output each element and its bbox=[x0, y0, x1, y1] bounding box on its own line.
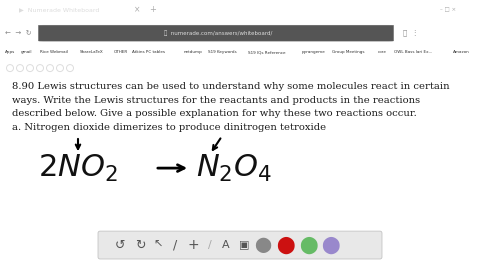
Text: gmail: gmail bbox=[21, 50, 33, 54]
Text: ways. Write the Lewis structures for the reactants and products in the reactions: ways. Write the Lewis structures for the… bbox=[12, 96, 420, 105]
Text: OTHER: OTHER bbox=[113, 50, 128, 54]
Text: OWL Bass Iari Ex...: OWL Bass Iari Ex... bbox=[394, 50, 432, 54]
Text: ▣: ▣ bbox=[239, 240, 249, 250]
Text: ↻: ↻ bbox=[135, 239, 145, 252]
Text: ⭐  ⋮: ⭐ ⋮ bbox=[403, 30, 419, 36]
FancyBboxPatch shape bbox=[38, 25, 394, 41]
FancyBboxPatch shape bbox=[98, 231, 382, 259]
Text: $\mathit{N_2O_4}$: $\mathit{N_2O_4}$ bbox=[196, 153, 272, 184]
Text: $\mathit{2NO_2}$: $\mathit{2NO_2}$ bbox=[38, 153, 118, 184]
Text: A: A bbox=[222, 240, 230, 250]
Text: ⬤: ⬤ bbox=[321, 236, 339, 254]
Text: +: + bbox=[187, 238, 199, 252]
Text: Group Meetings: Group Meetings bbox=[332, 50, 365, 54]
Text: 🔒  numerade.com/answers/whiteboard/: 🔒 numerade.com/answers/whiteboard/ bbox=[164, 30, 273, 36]
Text: Atkins PC tables: Atkins PC tables bbox=[132, 50, 166, 54]
Text: pyrangeme: pyrangeme bbox=[301, 50, 325, 54]
Text: ⬤: ⬤ bbox=[299, 236, 317, 254]
Text: – □ ×: – □ × bbox=[440, 8, 456, 12]
Text: Amazon: Amazon bbox=[453, 50, 470, 54]
Text: ↺: ↺ bbox=[115, 239, 125, 252]
Text: ▶  Numerade Whiteboard: ▶ Numerade Whiteboard bbox=[19, 8, 99, 12]
Text: ←  →  ↻: ← → ↻ bbox=[5, 30, 31, 36]
Text: S19 IQs Reference: S19 IQs Reference bbox=[248, 50, 285, 54]
Text: ↖: ↖ bbox=[153, 240, 163, 250]
Text: 8.90 Lewis structures can be used to understand why some molecules react in cert: 8.90 Lewis structures can be used to und… bbox=[12, 82, 450, 91]
Text: +: + bbox=[149, 5, 156, 15]
Text: S19 Keywords: S19 Keywords bbox=[208, 50, 237, 54]
Text: netdump: netdump bbox=[183, 50, 202, 54]
Text: Apps: Apps bbox=[5, 50, 15, 54]
Text: /: / bbox=[173, 239, 177, 252]
Text: /: / bbox=[208, 240, 212, 250]
Text: core: core bbox=[377, 50, 386, 54]
Text: ×: × bbox=[134, 5, 141, 15]
Text: Rice Webmail: Rice Webmail bbox=[40, 50, 68, 54]
Text: described below. Give a possible explanation for why these two reactions occur.: described below. Give a possible explana… bbox=[12, 109, 417, 118]
Text: ⬤: ⬤ bbox=[276, 236, 294, 254]
Text: ShareLaTeX: ShareLaTeX bbox=[80, 50, 103, 54]
Text: a. Nitrogen dioxide dimerizes to produce dinitrogen tetroxide: a. Nitrogen dioxide dimerizes to produce… bbox=[12, 123, 326, 132]
Text: ⬤: ⬤ bbox=[254, 237, 272, 253]
